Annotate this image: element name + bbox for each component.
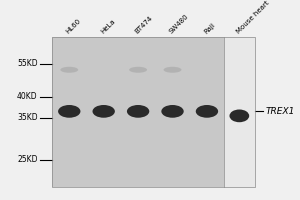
Text: 35KD: 35KD [17, 113, 38, 122]
Text: TREX1: TREX1 [266, 107, 296, 116]
Ellipse shape [127, 105, 149, 118]
Text: Raji: Raji [203, 22, 216, 35]
Ellipse shape [58, 105, 80, 118]
Text: HeLa: HeLa [99, 18, 116, 35]
Bar [52, 37, 254, 187]
Ellipse shape [60, 67, 78, 73]
Bar [224, 37, 254, 187]
Ellipse shape [129, 67, 147, 73]
Bar [52, 37, 254, 187]
Text: 55KD: 55KD [17, 59, 38, 68]
Text: Mouse heart: Mouse heart [235, 0, 270, 35]
Ellipse shape [164, 67, 181, 73]
Text: BT474: BT474 [134, 15, 154, 35]
Ellipse shape [196, 105, 218, 118]
Ellipse shape [92, 105, 115, 118]
Text: 40KD: 40KD [17, 92, 38, 101]
Text: SW480: SW480 [168, 13, 190, 35]
Text: 25KD: 25KD [17, 155, 38, 164]
Ellipse shape [230, 109, 249, 122]
Ellipse shape [161, 105, 184, 118]
Text: HL60: HL60 [65, 18, 82, 35]
